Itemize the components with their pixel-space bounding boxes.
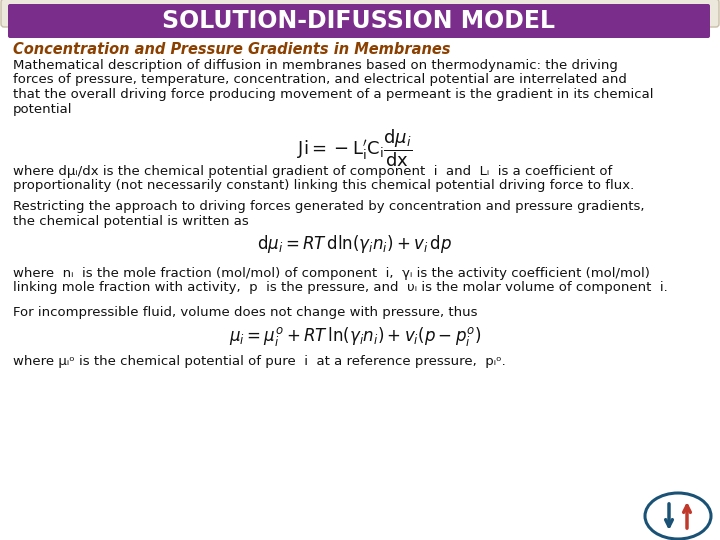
Text: potential: potential (13, 103, 73, 116)
Text: Restricting the approach to driving forces generated by concentration and pressu: Restricting the approach to driving forc… (13, 200, 644, 213)
FancyBboxPatch shape (8, 4, 710, 38)
Text: where  nᵢ  is the mole fraction (mol/mol) of component  i,  γᵢ is the activity c: where nᵢ is the mole fraction (mol/mol) … (13, 267, 650, 280)
Text: that the overall driving force producing movement of a permeant is the gradient : that the overall driving force producing… (13, 88, 654, 101)
Text: Mathematical description of diffusion in membranes based on thermodynamic: the d: Mathematical description of diffusion in… (13, 59, 618, 72)
FancyBboxPatch shape (1, 0, 719, 27)
Ellipse shape (645, 493, 711, 539)
Text: For incompressible fluid, volume does not change with pressure, thus: For incompressible fluid, volume does no… (13, 306, 477, 319)
Text: forces of pressure, temperature, concentration, and electrical potential are int: forces of pressure, temperature, concent… (13, 73, 627, 86)
Text: where μᵢᵒ is the chemical potential of pure  i  at a reference pressure,  pᵢᵒ.: where μᵢᵒ is the chemical potential of p… (13, 354, 505, 368)
Text: the chemical potential is written as: the chemical potential is written as (13, 214, 248, 227)
Text: $\mu_i = \mu_i^o + RT\,\ln(\gamma_i n_i) + v_i(p - p_i^o)$: $\mu_i = \mu_i^o + RT\,\ln(\gamma_i n_i)… (229, 325, 481, 348)
Text: SOLUTION-DIFUSSION MODEL: SOLUTION-DIFUSSION MODEL (163, 9, 556, 33)
Text: $\mathrm{d}\mu_i = RT\,\mathrm{d}\ln(\gamma_i n_i) + v_i\,\mathrm{d}p$: $\mathrm{d}\mu_i = RT\,\mathrm{d}\ln(\ga… (257, 233, 453, 255)
Text: where dμᵢ/dx is the chemical potential gradient of component  i  and  Lᵢ  is a c: where dμᵢ/dx is the chemical potential g… (13, 165, 612, 178)
Text: proportionality (not necessarily constant) linking this chemical potential drivi: proportionality (not necessarily constan… (13, 179, 634, 192)
Text: linking mole fraction with activity,  p  is the pressure, and  υᵢ is the molar v: linking mole fraction with activity, p i… (13, 281, 667, 294)
Text: $\mathrm{Ji} = -\mathrm{L_i^{\prime}} \mathrm{C_i} \dfrac{\mathrm{d}\mu_i}{\math: $\mathrm{Ji} = -\mathrm{L_i^{\prime}} \m… (297, 127, 413, 168)
Text: Concentration and Pressure Gradients in Membranes: Concentration and Pressure Gradients in … (13, 42, 451, 57)
